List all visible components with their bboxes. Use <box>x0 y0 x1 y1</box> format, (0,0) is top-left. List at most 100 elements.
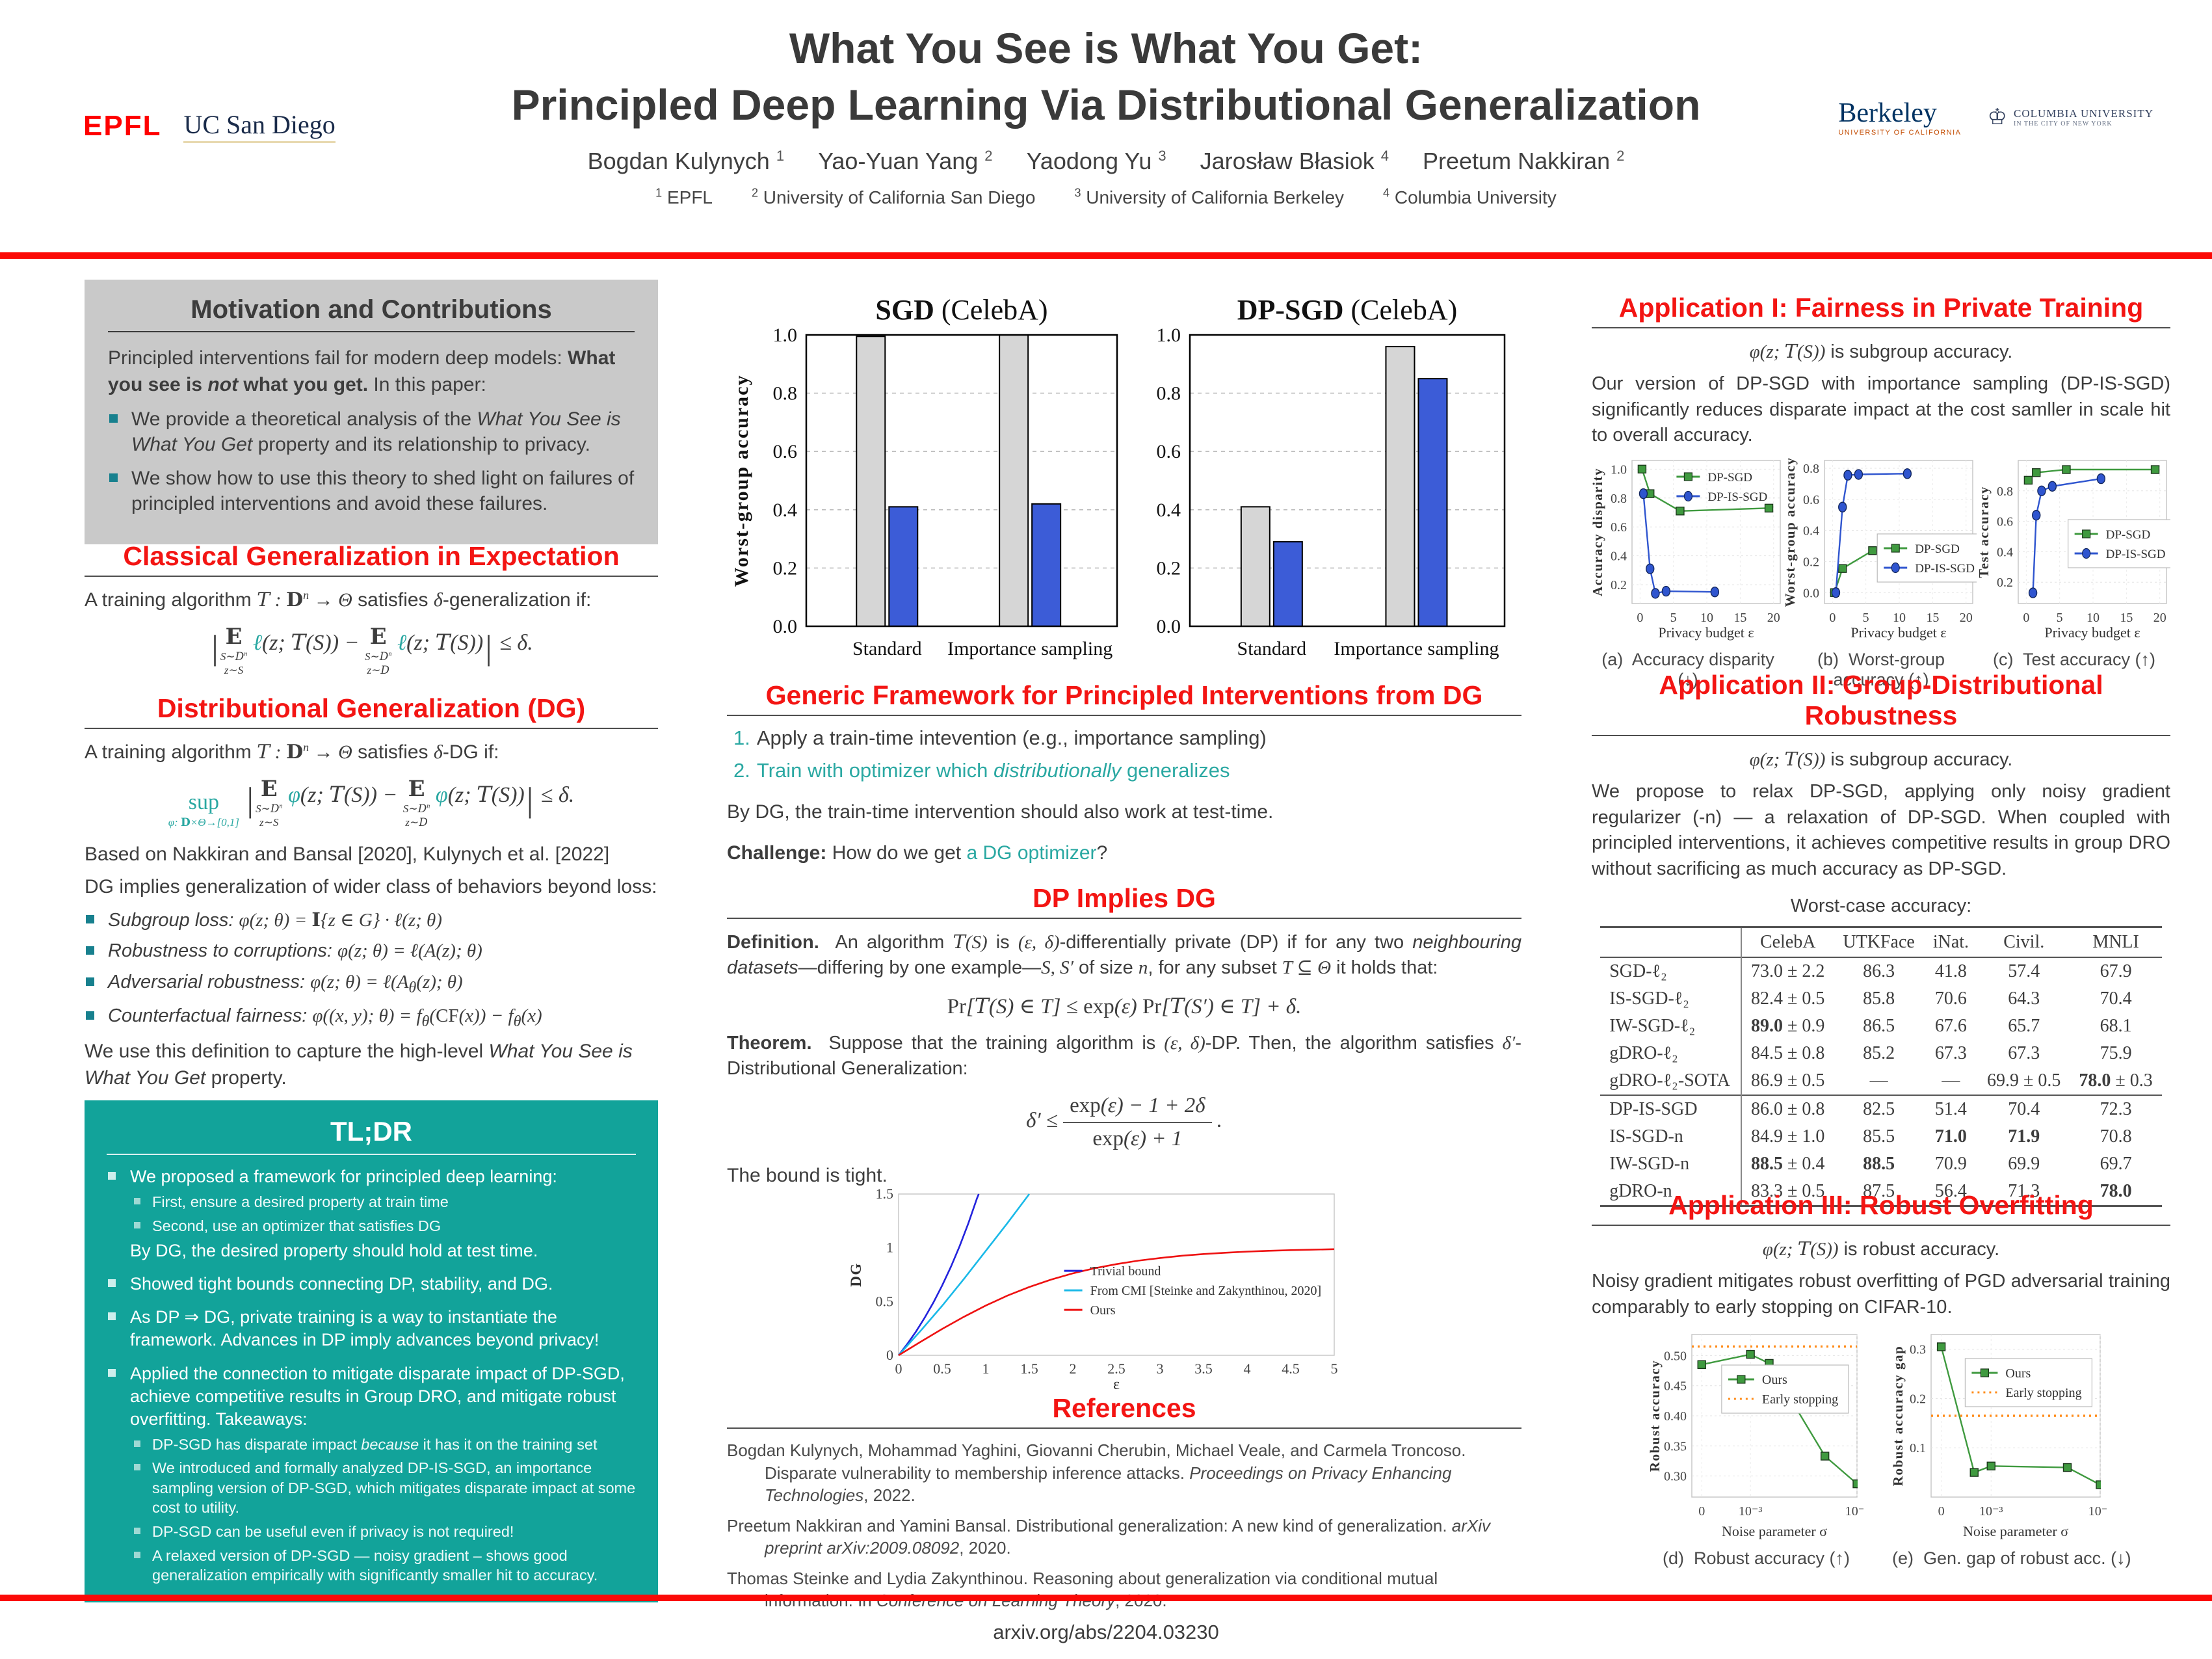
dp-implies-dg-section: DP Implies DG Definition. An algorithm T… <box>727 883 1521 1196</box>
app2-body: We propose to relax DP-SGD, applying onl… <box>1592 781 2170 879</box>
svg-text:Robust accuracy: Robust accuracy <box>1649 1360 1663 1472</box>
dp-formula: Pr[T(S) ∈ T] ≤ exp(ε) Pr[T(S′) ∈ T] + δ. <box>947 992 1302 1018</box>
tldr-item: We introduced and formally analyzed DP-I… <box>133 1458 636 1518</box>
affiliation: 4 Columbia University <box>1383 187 1557 208</box>
affiliation: 3 University of California Berkeley <box>1074 187 1345 208</box>
app1-phi: φ(z; T(S)) is subgroup accuracy. <box>1749 340 2013 362</box>
author-name: Preetum Nakkiran 2 <box>1423 148 1625 175</box>
svg-text:0.0: 0.0 <box>1157 616 1181 637</box>
svg-text:Noise parameter σ: Noise parameter σ <box>1722 1523 1827 1539</box>
svg-text:DP-SGD: DP-SGD <box>2106 528 2151 542</box>
affiliation: 2 University of California San Diego <box>752 187 1036 208</box>
dp-theorem: Theorem. Suppose that the training algor… <box>727 1032 1521 1080</box>
svg-text:1.0: 1.0 <box>773 325 798 346</box>
chart-robust-gap: 0 10⁻³ 10⁻² 0.1 0.2 0.3 Noise parameter σ Robus… <box>1890 1329 2131 1547</box>
accuracy-table: CelebA UTKFace iNat. Civil. MNLI SGD-ℓ₂ 73.0 ±… <box>1600 925 2162 1207</box>
caption-b: (b) Worst-group accuracy (↑) <box>1817 649 1945 689</box>
svg-text:0.5: 0.5 <box>933 1360 951 1377</box>
svg-text:DP-IS-SGD: DP-IS-SGD <box>2106 548 2166 561</box>
app3-body: Noisy gradient mitigates robust overfitt… <box>1592 1271 2170 1318</box>
svg-text:0: 0 <box>1698 1504 1705 1519</box>
svg-text:Privacy budget ε: Privacy budget ε <box>1658 624 1754 641</box>
svg-text:0.8: 0.8 <box>1997 484 2013 499</box>
berkeley-logo: Berkeley UNIVERSITY OF CALIFORNIA <box>1838 98 1961 137</box>
reference-entry: Bogdan Kulynych, Mohammad Yaghini, Giova… <box>727 1440 1466 1506</box>
columbia-subtext: IN THE CITY OF NEW YORK <box>2014 120 2113 127</box>
tldr-item: A relaxed version of DP-SGD — noisy grad… <box>133 1546 636 1586</box>
table-column-header: MNLI <box>2092 931 2139 952</box>
svg-text:5: 5 <box>1863 611 1869 625</box>
svg-text:0.0: 0.0 <box>1803 586 1819 600</box>
svg-text:20: 20 <box>2153 611 2166 625</box>
svg-text:0.30: 0.30 <box>1664 1470 1687 1484</box>
logo-row-left: EPFL UC San Diego <box>83 109 336 143</box>
svg-text:2: 2 <box>1070 1360 1077 1377</box>
caption-d: (d) Robust accuracy (↑) <box>1662 1548 1850 1569</box>
mini-chart-c-wrap: 0 5 10 15 20 0.2 0.4 0.6 0.8 Privacy budget ε Test… <box>1976 455 2172 690</box>
svg-text:Early stopping: Early stopping <box>2005 1386 2081 1400</box>
table-row: DP-IS-SGD 86.0 ± 0.8 82.5 51.4 70.4 72.3 <box>1600 1095 2162 1123</box>
svg-text:Importance sampling: Importance sampling <box>947 638 1113 659</box>
svg-text:0.8: 0.8 <box>1157 383 1181 405</box>
svg-text:0.6: 0.6 <box>773 441 798 462</box>
svg-text:0: 0 <box>1637 611 1643 625</box>
dg-bullets: Subgroup loss: φ(z; θ) = I{z ∈ G} · ℓ(z;… <box>85 907 658 1032</box>
svg-text:15: 15 <box>1733 611 1746 625</box>
list-item: Robustness to corruptions: φ(z; θ) = ℓ(A… <box>85 938 658 963</box>
framework-section: Generic Framework for Principled Interve… <box>727 680 1521 873</box>
app3-heading: Application III: Robust Overfitting <box>1668 1190 2094 1220</box>
app2-heading: Application II: Group-Distributional Rob… <box>1659 670 2103 730</box>
svg-text:2.5: 2.5 <box>1107 1360 1126 1377</box>
svg-text:0.2: 0.2 <box>1803 555 1819 569</box>
tldr-box: TL;DR We proposed a framework for princi… <box>85 1100 658 1602</box>
app2-section: Application II: Group-Distributional Rob… <box>1592 670 2170 1207</box>
svg-text:DP-SGD: DP-SGD <box>1915 542 1960 556</box>
svg-text:5: 5 <box>2057 611 2063 625</box>
mini-chart-d-wrap: 0 10⁻³ 10⁻² 0.30 0.35 0.40 0.45 0.50 Noise param… <box>1647 1329 1869 1569</box>
svg-text:10⁻²: 10⁻² <box>1845 1504 1863 1519</box>
bar-charts-section: SGD (CelebA) 0.0 0.2 0.4 0.6 0.8 1.0 Standard Im… <box>727 289 1521 670</box>
svg-text:0.4: 0.4 <box>773 499 798 521</box>
app1-heading: Application I: Fairness in Private Train… <box>1618 293 2144 323</box>
svg-text:3: 3 <box>1157 1360 1164 1377</box>
affiliation: 1 EPFL <box>655 187 713 208</box>
tldr-item: DP-SGD has disparate impact because it h… <box>133 1435 636 1455</box>
berkeley-wordmark: Berkeley <box>1838 98 1937 128</box>
header: What You See is What You Get: Principled… <box>0 22 2212 208</box>
svg-text:15: 15 <box>1926 611 1939 625</box>
svg-text:4.5: 4.5 <box>1282 1360 1300 1377</box>
reference-entry: Thomas Steinke and Lydia Zakynthinou. Re… <box>727 1568 1438 1611</box>
svg-text:20: 20 <box>1960 611 1973 625</box>
author-list: Bogdan Kulynych 1 Yao-Yuan Yang 2 Yaodong … <box>0 148 2212 175</box>
svg-text:Noise parameter σ: Noise parameter σ <box>1963 1523 2068 1539</box>
caption-a: (a) Accuracy disparity (↓) <box>1601 649 1774 689</box>
svg-text:Ours: Ours <box>1090 1303 1116 1318</box>
tldr-item: We proposed a framework for principled d… <box>107 1165 636 1188</box>
framework-challenge: Challenge: How do we get a DG optimizer? <box>727 842 1108 864</box>
svg-text:4: 4 <box>1244 1360 1251 1377</box>
app3-phi: φ(z; T(S)) is robust accuracy. <box>1762 1238 2000 1260</box>
author-name: Yaodong Yu 3 <box>1026 148 1166 175</box>
motivation-intro: Principled interventions fail for modern… <box>108 347 616 395</box>
bound-tight: The bound is tight. <box>727 1164 888 1186</box>
dg-formula: sup φ: D×Θ→[0,1] | E S∼Dn z∼S φ(z; T(S)) − E… <box>168 775 575 830</box>
svg-text:DP-SGD (CelebA): DP-SGD (CelebA) <box>1237 294 1458 326</box>
poster-title-line2: Principled Deep Learning Via Distributio… <box>511 80 1701 129</box>
svg-text:10: 10 <box>1893 611 1906 625</box>
dg-closing: We use this definition to capture the hi… <box>85 1041 633 1089</box>
classical-section: Classical Generalization in Expectation … <box>85 541 658 689</box>
classical-heading: Classical Generalization in Expectation <box>123 541 620 571</box>
svg-text:0.4: 0.4 <box>1157 499 1181 521</box>
poster-title-line1: What You See is What You Get: <box>789 24 1423 72</box>
svg-text:0.8: 0.8 <box>1611 492 1627 506</box>
svg-text:0.6: 0.6 <box>1157 441 1181 462</box>
svg-text:DP-IS-SGD: DP-IS-SGD <box>1915 562 1975 576</box>
dpdg-heading: DP Implies DG <box>1033 883 1216 913</box>
caption-c: (c) Test accuracy (↑) <box>1992 649 2156 669</box>
dg-section: Distributional Generalization (DG) A tra… <box>85 693 658 1098</box>
svg-text:0.4: 0.4 <box>1611 549 1627 563</box>
svg-text:Privacy budget ε: Privacy budget ε <box>2044 624 2140 641</box>
table-row: IS-SGD-n 84.9 ± 1.0 85.5 71.0 71.9 70.8 <box>1600 1122 2162 1150</box>
table-column-header: Civil. <box>2003 931 2045 952</box>
svg-text:0.6: 0.6 <box>1611 520 1627 535</box>
